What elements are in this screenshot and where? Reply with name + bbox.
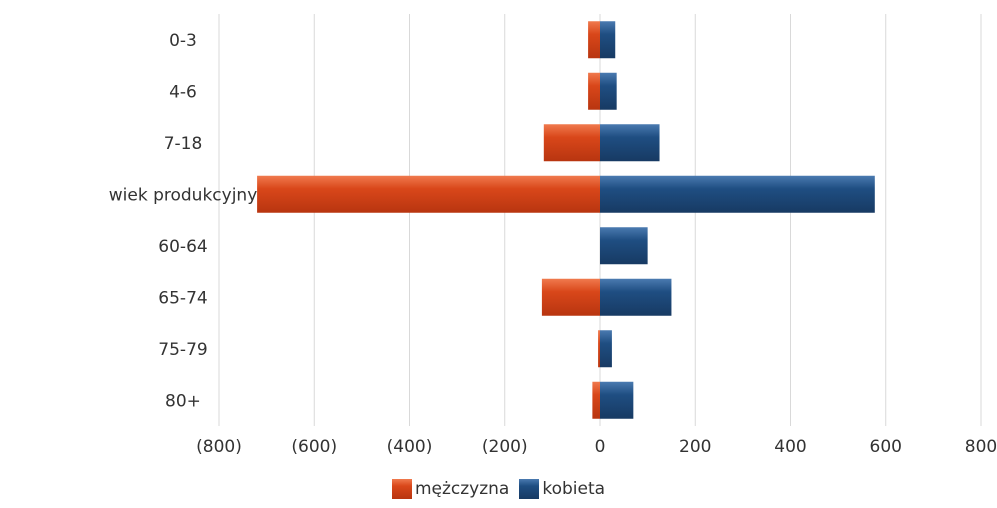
bar-female-1[interactable] [600,72,617,110]
y-tick-label: 65-74 [158,288,207,308]
bar-female-3[interactable] [600,175,875,213]
legend-label-1: kobieta [542,479,606,499]
x-tick-label: (600) [291,437,337,457]
legend-item-1[interactable]: kobieta [519,479,605,499]
x-tick-label: (800) [196,437,242,457]
legend-swatch-0 [391,479,412,499]
x-tick-label: (200) [482,437,528,457]
y-tick-label: 7-18 [164,134,203,154]
y-tick-label: 80+ [165,391,201,411]
legend-item-0[interactable]: mężczyzna [391,479,510,499]
bar-male-1[interactable] [588,72,600,110]
legend-label-0: mężczyzna [414,479,510,499]
x-tick-label: 600 [870,437,902,457]
legend: mężczyzna kobieta [0,479,997,499]
bar-female-6[interactable] [600,330,612,368]
y-tick-label: 4-6 [169,82,197,102]
y-tick-label: 0-3 [169,31,197,51]
bar-male-7[interactable] [592,381,600,419]
bar-female-7[interactable] [600,381,634,419]
x-tick-label: (400) [387,437,433,457]
x-tick-label: 400 [774,437,806,457]
legend-swatch-1 [519,479,540,499]
x-tick-label: 0 [595,437,606,457]
x-axis-labels: (800) (600) (400) (200) 0 200 400 600 800 [196,437,997,457]
x-tick-label: 800 [965,437,997,457]
bar-male-3[interactable] [257,175,600,213]
bar-female-4[interactable] [600,227,648,265]
x-tick-label: 200 [679,437,711,457]
bar-male-2[interactable] [543,124,600,162]
y-tick-label: 75-79 [158,340,207,360]
bar-female-5[interactable] [600,278,672,316]
bar-female-2[interactable] [600,124,660,162]
y-axis-labels: 0-3 4-6 7-18 wiek produkcyjny 60-64 65-74 75-7… [109,31,258,412]
bar-female-0[interactable] [600,21,616,59]
bar-male-0[interactable] [588,21,600,59]
bar-male-5[interactable] [541,278,600,316]
y-tick-label: 60-64 [158,237,207,257]
bar-male-6[interactable] [598,330,600,368]
bars [257,21,875,419]
y-tick-label: wiek produkcyjny [109,185,258,205]
